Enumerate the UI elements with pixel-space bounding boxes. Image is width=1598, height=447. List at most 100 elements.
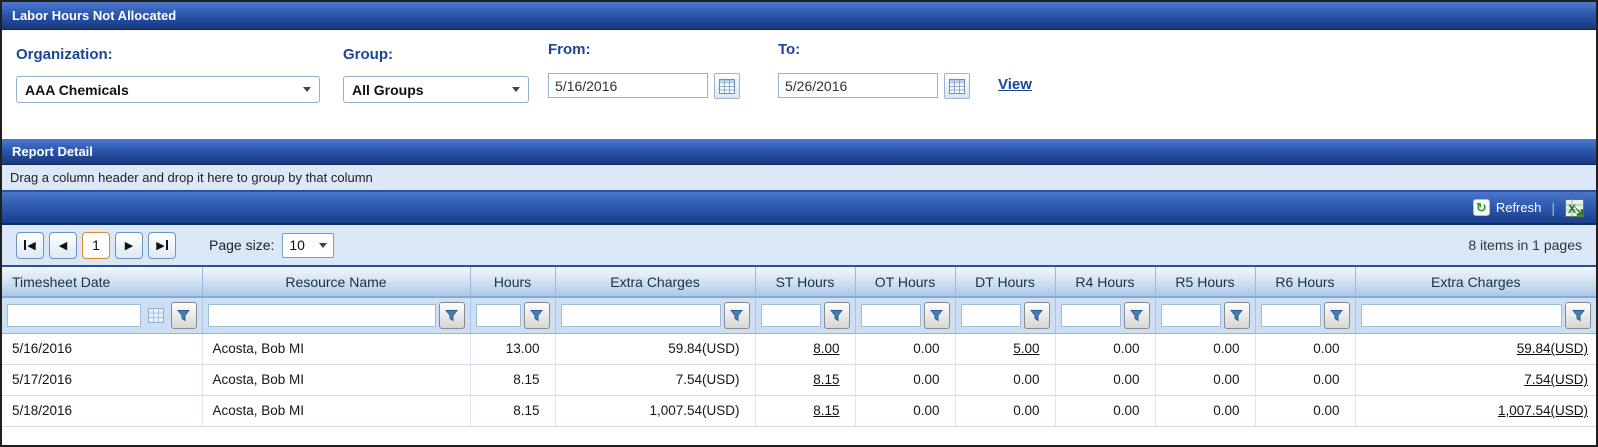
filter-input-col7[interactable] — [1060, 303, 1121, 327]
group-value: All Groups — [352, 81, 424, 98]
group-by-drop-zone[interactable]: Drag a column header and drop it here to… — [2, 165, 1596, 192]
filter-row — [2, 297, 1596, 334]
current-page-button[interactable]: 1 — [82, 231, 110, 259]
column-header-st-hours[interactable]: ST Hours — [754, 267, 855, 298]
filter-button-col0[interactable] — [170, 301, 197, 329]
table-cell: 8.15 — [469, 364, 555, 396]
cell-link[interactable]: 7.54(USD) — [1524, 372, 1588, 387]
organization-select[interactable]: AAA Chemicals — [16, 76, 320, 103]
calendar-icon — [719, 78, 735, 94]
table-cell: 0.00 — [1154, 364, 1255, 396]
table-row: 5/16/2016 Acosta, Bob MI 13.00 59.84(USD) 8.… — [2, 333, 1596, 365]
view-link[interactable]: View — [998, 76, 1032, 93]
funnel-icon — [1130, 309, 1143, 322]
to-calendar-button[interactable] — [944, 73, 970, 99]
filter-button-col7[interactable] — [1123, 301, 1150, 329]
refresh-label: Refresh — [1495, 200, 1542, 215]
to-date-input[interactable] — [778, 73, 938, 98]
column-header-hours[interactable]: Hours — [469, 267, 555, 298]
table-row: 5/17/2016 Acosta, Bob MI 8.15 7.54(USD) 8.15… — [2, 364, 1596, 396]
window-title-bar: Labor Hours Not Allocated — [2, 2, 1596, 30]
filter-button-col2[interactable] — [523, 301, 550, 329]
group-select[interactable]: All Groups — [343, 76, 529, 103]
report-detail-title-bar: Report Detail — [2, 139, 1596, 165]
filter-input-col6[interactable] — [960, 303, 1021, 327]
table-cell: 5/17/2016 — [2, 364, 202, 396]
column-header-r5-hours[interactable]: R5 Hours — [1154, 267, 1255, 298]
page-size-select[interactable]: 10 — [282, 232, 335, 258]
column-header-extra-charges[interactable]: Extra Charges — [554, 267, 755, 298]
from-label: From: — [548, 41, 591, 58]
first-page-button[interactable]: ◀ — [16, 231, 44, 259]
filter-panel: Organization: AAA Chemicals Group: All G… — [2, 30, 1596, 139]
table-cell: 59.84(USD) — [554, 333, 755, 365]
table-cell: 8.15 — [754, 395, 855, 427]
column-header-extra-charges-2[interactable]: Extra Charges — [1354, 267, 1596, 298]
table-cell: 0.00 — [1254, 364, 1355, 396]
prev-page-button[interactable]: ◀ — [49, 231, 77, 259]
filter-input-col0[interactable] — [7, 303, 141, 327]
filter-input-col1[interactable] — [207, 303, 436, 327]
filter-button-col4[interactable] — [823, 301, 850, 329]
organization-label: Organization: — [16, 46, 113, 63]
report-grid: Timesheet Date Resource Name Hours Extra… — [2, 267, 1596, 427]
last-page-button[interactable]: ▶ — [148, 231, 176, 259]
filter-input-col5[interactable] — [860, 303, 921, 327]
funnel-icon — [830, 309, 843, 322]
chevron-down-icon — [512, 87, 520, 92]
column-header-r6-hours[interactable]: R6 Hours — [1254, 267, 1355, 298]
cell-link[interactable]: 8.15 — [813, 372, 840, 387]
table-cell: 0.00 — [854, 333, 955, 365]
next-page-button[interactable]: ▶ — [115, 231, 143, 259]
cell-link[interactable]: 8.15 — [813, 403, 840, 418]
filter-input-col9[interactable] — [1260, 303, 1321, 327]
filter-input-col2[interactable] — [475, 303, 521, 327]
filter-input-col3[interactable] — [560, 303, 721, 327]
cell-link[interactable]: 1,007.54(USD) — [1497, 403, 1588, 418]
table-cell: Acosta, Bob MI — [201, 333, 470, 365]
filter-button-col6[interactable] — [1023, 301, 1050, 329]
table-cell: 1,007.54(USD) — [1354, 395, 1596, 427]
filter-button-col5[interactable] — [923, 301, 950, 329]
refresh-icon: ↻ — [1472, 199, 1490, 216]
cell-link[interactable]: 5.00 — [1013, 341, 1040, 356]
first-page-icon — [24, 240, 27, 250]
funnel-icon — [177, 309, 190, 322]
table-cell: 5/16/2016 — [2, 333, 202, 365]
filter-button-col1[interactable] — [438, 301, 465, 329]
table-cell: 5/18/2016 — [2, 395, 202, 427]
filter-button-col9[interactable] — [1323, 301, 1350, 329]
column-header-r4-hours[interactable]: R4 Hours — [1054, 267, 1155, 298]
filter-input-col8[interactable] — [1160, 303, 1221, 327]
funnel-icon — [1230, 309, 1243, 322]
column-header-ot-hours[interactable]: OT Hours — [854, 267, 955, 298]
filter-input-col10[interactable] — [1360, 303, 1562, 327]
filter-button-col3[interactable] — [723, 301, 750, 329]
funnel-icon — [730, 309, 743, 322]
svg-text:X: X — [1568, 202, 1576, 216]
table-cell: 0.00 — [854, 395, 955, 427]
column-header-row: Timesheet Date Resource Name Hours Extra… — [2, 267, 1596, 298]
refresh-button[interactable]: ↻ Refresh — [1472, 199, 1542, 216]
funnel-icon — [1571, 309, 1585, 322]
table-cell: 0.00 — [1054, 333, 1155, 365]
excel-export-icon[interactable]: X — [1565, 198, 1584, 217]
filter-calendar-button[interactable] — [144, 303, 168, 327]
column-header-timesheet-date[interactable]: Timesheet Date — [2, 267, 202, 298]
table-cell: 0.00 — [1054, 364, 1155, 396]
filter-input-col4[interactable] — [760, 303, 821, 327]
from-calendar-button[interactable] — [714, 73, 740, 99]
table-cell: 8.00 — [754, 333, 855, 365]
cell-link[interactable]: 8.00 — [813, 341, 840, 356]
table-cell: 1,007.54(USD) — [554, 395, 755, 427]
table-cell: 0.00 — [1254, 333, 1355, 365]
filter-button-col10[interactable] — [1565, 301, 1591, 329]
grid-toolbar: ↻ Refresh | X — [2, 192, 1596, 225]
cell-link[interactable]: 59.84(USD) — [1516, 341, 1588, 356]
table-cell: 7.54(USD) — [554, 364, 755, 396]
chevron-down-icon — [319, 242, 328, 248]
filter-button-col8[interactable] — [1223, 301, 1250, 329]
column-header-dt-hours[interactable]: DT Hours — [954, 267, 1055, 298]
column-header-resource-name[interactable]: Resource Name — [201, 267, 470, 298]
from-date-input[interactable] — [548, 73, 708, 98]
